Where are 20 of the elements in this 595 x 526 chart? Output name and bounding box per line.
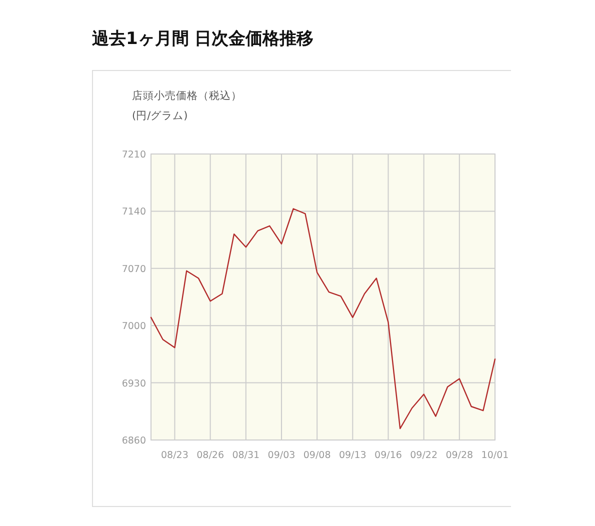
y-axis-title: (円/グラム) — [132, 110, 188, 122]
x-tick-label: 10/01 — [481, 450, 509, 461]
chart-title: 過去1ヶ月間 日次金価格推移 — [91, 29, 314, 49]
x-tick-label: 09/16 — [374, 450, 402, 461]
y-tick-label: 7070 — [122, 264, 146, 275]
y-tick-label: 7140 — [122, 206, 146, 218]
x-tick-label: 09/03 — [268, 450, 296, 461]
x-tick-label: 09/22 — [410, 450, 438, 461]
x-tick-label: 08/23 — [161, 450, 188, 461]
x-tick-label: 09/28 — [446, 450, 474, 461]
x-tick-label: 08/26 — [196, 450, 224, 461]
y-tick-label: 7210 — [122, 150, 146, 160]
line-series — [150, 208, 496, 430]
x-tick-label: 09/13 — [338, 450, 366, 461]
y-tick-label: 7000 — [122, 321, 146, 332]
y-tick-label: 6860 — [122, 436, 146, 446]
x-tick-label: 09/08 — [303, 450, 331, 461]
x-tick-label: 08/31 — [232, 450, 260, 461]
y-tick-label: 6930 — [122, 378, 146, 390]
chart-subtitle: 店頭小売価格（税込） — [132, 89, 242, 102]
